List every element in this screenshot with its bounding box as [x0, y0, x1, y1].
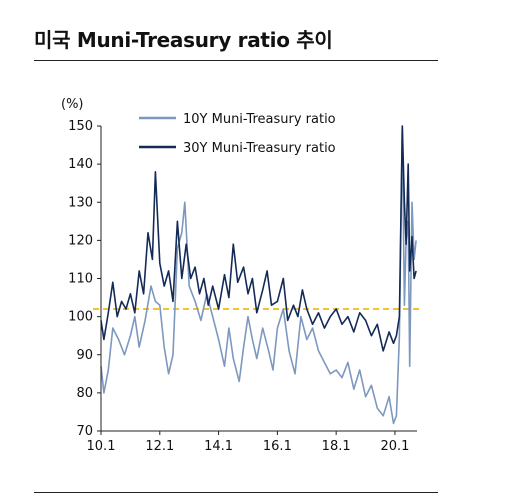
y-tick-label: 90: [76, 348, 93, 363]
legend-item-30y: 30Y Muni-Treasury ratio: [139, 141, 336, 156]
legend-label: 30Y Muni-Treasury ratio: [183, 141, 336, 156]
x-tick-label: 16.1: [263, 439, 292, 454]
x-tick-label: 20.1: [380, 439, 409, 454]
series-layer: [100, 125, 417, 425]
y-tick-label: 120: [68, 233, 93, 248]
x-tick-label: 10.1: [87, 439, 116, 454]
chart-title: 미국 Muni-Treasury ratio 추이: [34, 28, 333, 52]
x-tick-label: 14.1: [204, 439, 233, 454]
legend-label: 10Y Muni-Treasury ratio: [183, 112, 336, 127]
x-tick-label: 18.1: [322, 439, 351, 454]
y-tick-label: 110: [68, 272, 93, 287]
y-tick-label: 70: [76, 424, 93, 439]
footer-rule: [34, 492, 438, 493]
series-10y-line: [100, 125, 417, 425]
y-axis-unit-label: (%): [61, 97, 84, 112]
axes-layer: 70 80 90 100 110 120 130 140 150 10.1 12.1 14.1 16.1…: [68, 119, 417, 454]
y-tick-label: 100: [68, 310, 93, 325]
y-tick-label: 80: [76, 386, 93, 401]
y-tick-label: 130: [68, 195, 93, 210]
x-tick-label: 12.1: [145, 439, 174, 454]
series-30y-line: [100, 125, 417, 352]
y-tick-label: 140: [68, 157, 93, 172]
y-tick-label: 150: [68, 119, 93, 134]
title-underline: [34, 60, 438, 61]
legend-item-10y: 10Y Muni-Treasury ratio: [139, 112, 336, 127]
legend: 10Y Muni-Treasury ratio 30Y Muni-Treasury…: [139, 112, 336, 156]
